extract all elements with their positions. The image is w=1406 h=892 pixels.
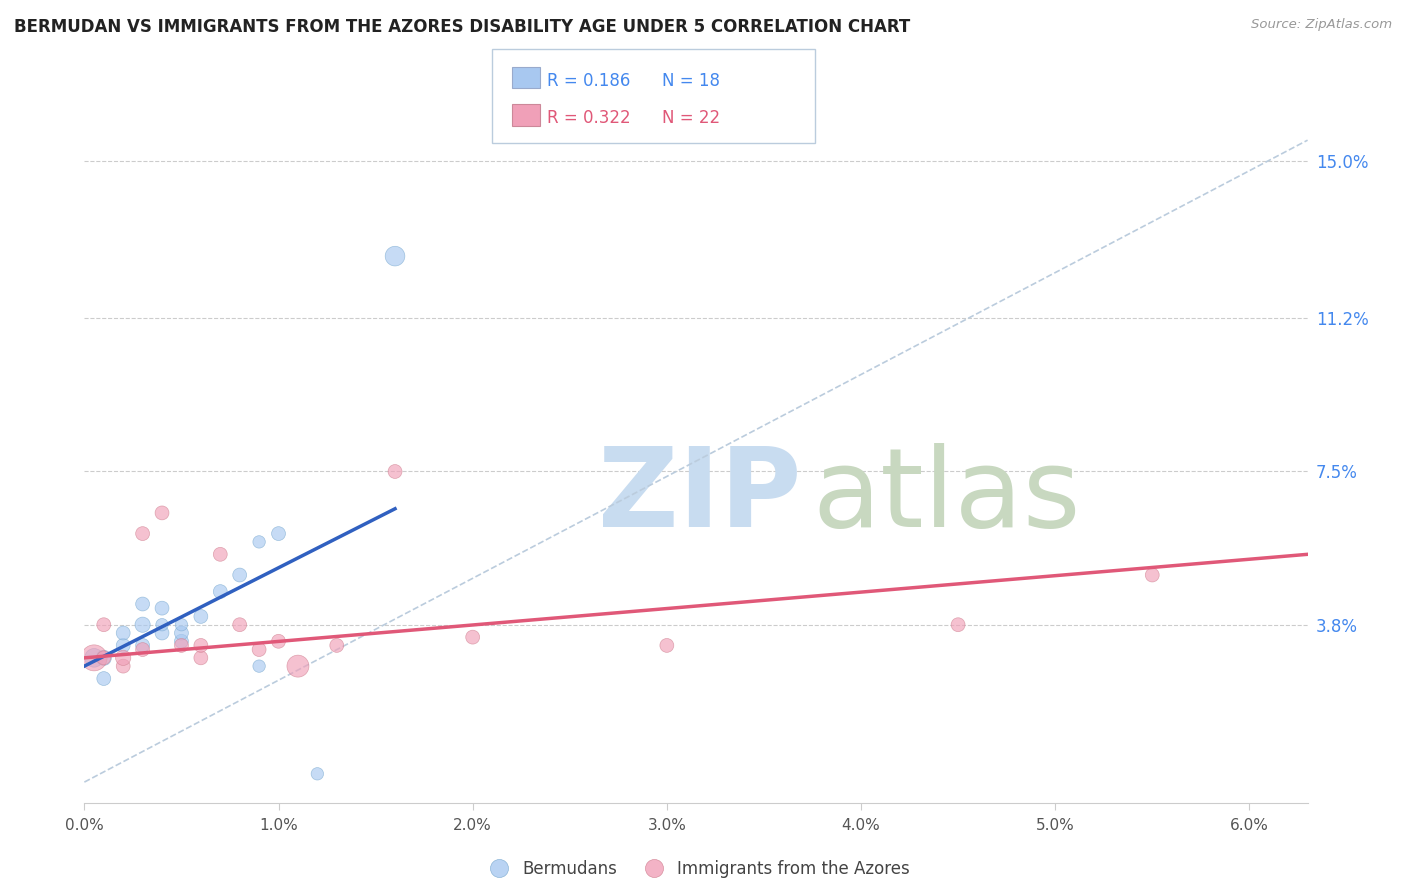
Point (247, 642, 270, 657)
Legend: Bermudans, Immigrants from the Azores: Bermudans, Immigrants from the Azores (475, 854, 917, 885)
Text: atlas: atlas (813, 443, 1081, 550)
Text: N = 18: N = 18 (662, 72, 720, 90)
Point (247, 659, 270, 673)
Text: R = 0.322: R = 0.322 (547, 109, 630, 127)
Text: Source: ZipAtlas.com: Source: ZipAtlas.com (1251, 18, 1392, 31)
Point (170, 617, 193, 632)
Point (190, 609, 212, 624)
Point (170, 634, 193, 648)
Text: R = 0.186: R = 0.186 (547, 72, 630, 90)
Point (228, 617, 250, 632)
Point (170, 626, 193, 640)
Text: ZIP: ZIP (598, 443, 801, 550)
Point (93, 651, 115, 665)
Point (112, 626, 135, 640)
Point (1142, 568, 1164, 582)
Point (150, 617, 173, 632)
Text: N = 22: N = 22 (662, 109, 720, 127)
Point (150, 601, 173, 615)
Point (131, 597, 153, 611)
Point (112, 659, 135, 673)
Point (190, 639, 212, 653)
Point (461, 630, 484, 644)
Point (267, 634, 290, 648)
Point (131, 617, 153, 632)
Point (131, 642, 153, 657)
Point (83, 651, 105, 665)
Point (83, 651, 105, 665)
Point (247, 535, 270, 549)
Point (384, 465, 406, 479)
Point (112, 651, 135, 665)
Point (150, 626, 173, 640)
Point (131, 526, 153, 541)
Point (228, 568, 250, 582)
Point (209, 547, 232, 561)
Point (384, 249, 406, 263)
Point (131, 639, 153, 653)
Point (267, 526, 290, 541)
Text: BERMUDAN VS IMMIGRANTS FROM THE AZORES DISABILITY AGE UNDER 5 CORRELATION CHART: BERMUDAN VS IMMIGRANTS FROM THE AZORES D… (14, 18, 910, 36)
Point (93, 617, 115, 632)
Point (150, 506, 173, 520)
Point (326, 639, 349, 653)
Point (209, 584, 232, 599)
Point (307, 766, 329, 781)
Point (946, 617, 969, 632)
Point (93, 672, 115, 686)
Point (112, 639, 135, 653)
Point (655, 639, 678, 653)
Point (287, 659, 309, 673)
Point (93, 651, 115, 665)
Point (190, 651, 212, 665)
Point (170, 639, 193, 653)
